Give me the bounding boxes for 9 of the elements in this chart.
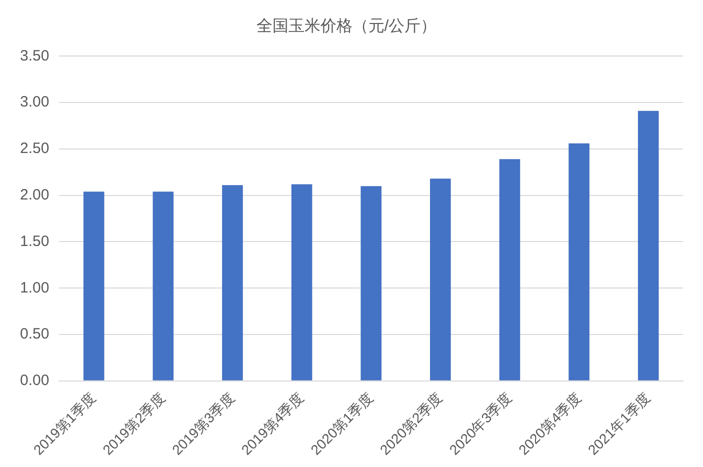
y-tick-label: 2.50	[20, 140, 50, 158]
y-tick-label: 0.00	[20, 372, 50, 390]
y-tick-label: 3.00	[20, 94, 50, 111]
y-tick-label: 1.50	[20, 232, 50, 250]
chart-title: 全国玉米价格（元/公斤）	[256, 17, 437, 36]
y-tick-label: 1.00	[20, 279, 50, 296]
y-tick-label: 0.50	[20, 326, 50, 343]
y-tick-label: 2.00	[20, 186, 50, 204]
y-tick-label: 3.50	[20, 47, 50, 64]
